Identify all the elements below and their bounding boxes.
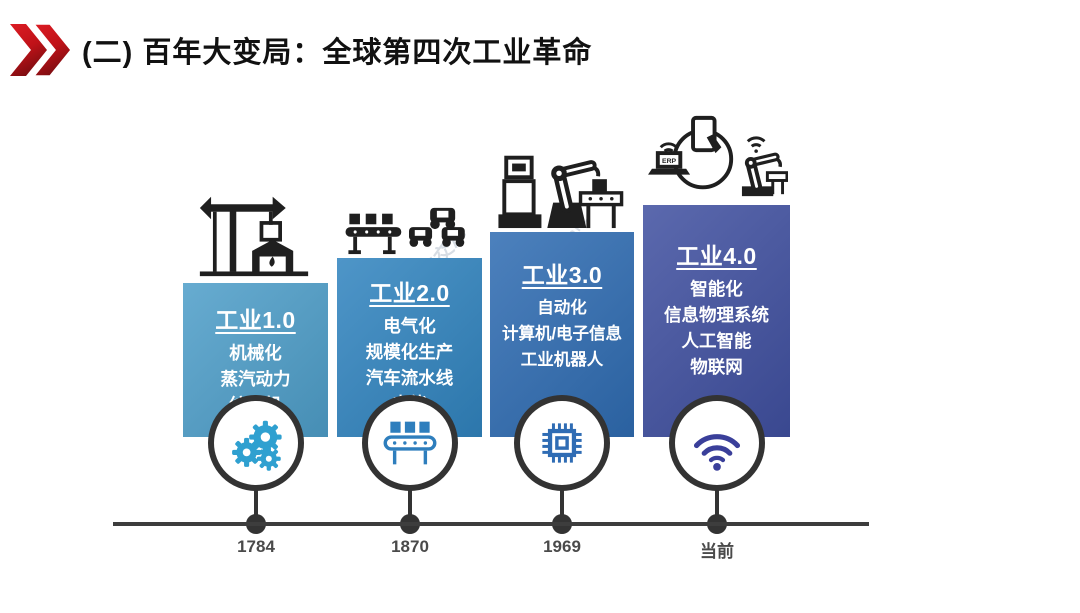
stage-line: 智能化 bbox=[690, 279, 743, 299]
stage-title: 工业1.0 bbox=[215, 307, 296, 333]
stage-line: 工业机器人 bbox=[520, 351, 604, 369]
stage-badge bbox=[514, 395, 610, 491]
double-chevron-icon bbox=[10, 24, 72, 76]
stage-line: 自动化 bbox=[537, 299, 587, 317]
stage-title: 工业2.0 bbox=[369, 280, 450, 306]
stage-bar: 工业4.0 智能化 信息物理系统 人工智能 物联网 bbox=[643, 205, 790, 437]
timeline-axis bbox=[113, 522, 869, 526]
timeline-stem bbox=[254, 489, 258, 524]
stage-line: 汽车流水线 bbox=[365, 368, 454, 388]
stage-line: 规模化生产 bbox=[365, 342, 454, 362]
stage-line: 物联网 bbox=[690, 357, 743, 377]
gears-icon bbox=[221, 408, 291, 478]
year-label: 当前 bbox=[700, 542, 734, 561]
stage-badge bbox=[362, 395, 458, 491]
page-title: (二) 百年大变局：全球第四次工业革命 bbox=[82, 37, 593, 69]
timeline-stem bbox=[408, 489, 412, 524]
year-label: 1870 bbox=[391, 537, 429, 556]
industrial-robot-icon bbox=[496, 144, 624, 230]
steam-engine-icon bbox=[198, 192, 310, 280]
stage-title: 工业4.0 bbox=[676, 243, 757, 269]
timeline-stem bbox=[560, 489, 564, 524]
stage-line: 电气化 bbox=[383, 316, 436, 336]
header: (二) 百年大变局：全球第四次工业革命 bbox=[0, 0, 1080, 90]
stage-badge bbox=[669, 395, 765, 491]
stage-line: 计算机/电子信息 bbox=[501, 325, 623, 343]
stage-bar: 工业3.0 自动化 计算机/电子信息 工业机器人 bbox=[490, 232, 634, 437]
assembly-line-cars-icon bbox=[340, 206, 478, 256]
stage-line: 人工智能 bbox=[681, 331, 752, 351]
conveyor-belt-icon bbox=[375, 408, 445, 478]
stage-title: 工业3.0 bbox=[521, 262, 603, 288]
wifi-icon bbox=[682, 408, 752, 478]
svg-text:ERP: ERP bbox=[662, 158, 676, 165]
year-label: 1969 bbox=[543, 537, 581, 556]
year-label: 1784 bbox=[237, 537, 275, 556]
microchip-icon bbox=[527, 408, 597, 478]
stage-badge bbox=[208, 395, 304, 491]
iot-network-icon: ERP bbox=[646, 112, 788, 202]
timeline-stem bbox=[715, 489, 719, 524]
stage-line: 信息物理系统 bbox=[664, 305, 769, 325]
stage-line: 蒸汽动力 bbox=[220, 369, 291, 389]
stage-line: 机械化 bbox=[229, 343, 282, 363]
stage-bar: 工业1.0 机械化 蒸汽动力 纺纱机 bbox=[183, 283, 328, 437]
